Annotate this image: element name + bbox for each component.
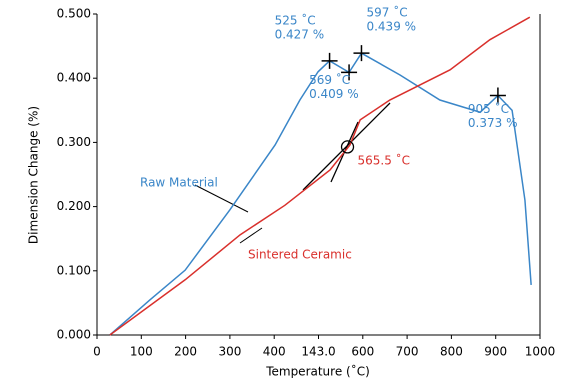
x-tick-label: 800 [440,345,463,359]
y-tick-label: 0.500 [57,7,91,21]
x-tick-label: 100 [130,345,153,359]
y-tick-label: 0.100 [57,263,91,277]
annotation-label: 565.5 ˚C [358,152,411,167]
y-tick-label: 0.000 [57,328,91,342]
x-tick-label: 143.0 [301,345,335,359]
annotation-label: 905 ˚C [468,101,509,116]
annotation-marker [341,64,358,81]
x-tick-label: 700 [396,345,419,359]
annotation-label: 0.373 % [468,116,518,130]
annotation-label: 0.427 % [275,27,325,41]
x-tick-label: 1000 [525,345,556,359]
leader-line [194,184,249,213]
annotation-label: 569 ˚C [309,72,350,87]
y-tick-label: 0.300 [57,135,91,149]
y-axis-title: Dimension Change (%) [27,106,41,244]
annotation-label: 597 ˚C [366,5,407,20]
x-tick-label: 600 [351,345,374,359]
x-tick-label: 300 [218,345,241,359]
y-tick-label: 0.200 [57,199,91,213]
annotation-marker [489,87,506,104]
x-tick-label: 900 [484,345,507,359]
series-line [109,16,531,336]
x-tick-label: 200 [174,345,197,359]
annotation-label: 525 ˚C [275,12,316,27]
annotation-label: 0.439 % [366,20,416,34]
annotation-marker [340,140,355,154]
leader-line [239,227,263,244]
annotation-label: 0.409 % [309,87,359,101]
x-axis-title: Temperature (˚C) [265,364,370,379]
x-tick-label: 0 [93,345,101,359]
annotation-marker [353,45,370,62]
annotation-marker [321,52,338,69]
series-label: Sintered Ceramic [248,248,352,262]
y-tick-label: 0.400 [57,71,91,85]
x-tick-label: 400 [263,345,286,359]
series-label: Raw Material [140,176,218,190]
